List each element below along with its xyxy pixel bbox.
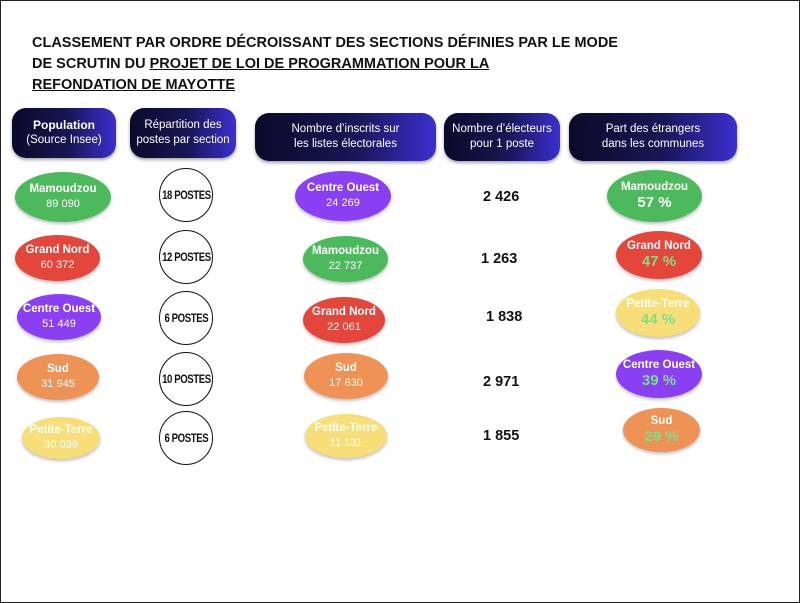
- header-inscrits-line2: les listes électorales: [294, 138, 397, 150]
- inscrits-value: 24 269: [326, 197, 360, 209]
- inscrits-oval-1: Centre Ouest 24 269: [295, 171, 391, 221]
- header-inscrits: Nombre d’inscrits sur les listes élector…: [255, 113, 436, 161]
- inscrits-value: 17 830: [329, 377, 363, 389]
- header-inscrits-line1: Nombre d’inscrits sur: [291, 123, 400, 135]
- population-value: 89 090: [46, 198, 80, 210]
- postes-circle-1: 18 POSTES: [159, 168, 213, 222]
- population-name: Petite-Terre: [29, 424, 93, 436]
- inscrits-oval-2: Mamoudzou 22 737: [303, 236, 388, 282]
- population-name: Mamoudzou: [29, 183, 97, 195]
- header-repartition-line2: postes par section: [136, 134, 230, 146]
- header-repartition-line1: Répartition des: [144, 119, 222, 131]
- postes-label: 6 POSTES: [164, 311, 208, 325]
- inscrits-name: Sud: [335, 362, 357, 374]
- etrangers-name: Petite-Terre: [626, 298, 690, 310]
- population-name: Sud: [47, 363, 69, 375]
- electeurs-value-3: 1 838: [486, 309, 523, 325]
- postes-label: 10 POSTES: [161, 372, 211, 386]
- header-etrangers-line1: Part des étrangers: [605, 123, 701, 135]
- header-etrangers-line2: dans les communes: [601, 138, 705, 150]
- postes-circle-4: 10 POSTES: [159, 352, 213, 406]
- postes-label: 18 POSTES: [161, 188, 211, 202]
- postes-circle-2: 12 POSTES: [159, 230, 213, 284]
- population-name: Centre Ouest: [22, 303, 96, 315]
- population-value: 60 372: [40, 259, 75, 271]
- etrangers-oval-4: Centre Ouest 39 %: [616, 350, 702, 398]
- inscrits-oval-4: Sud 17 830: [304, 353, 388, 399]
- population-oval-4: Sud 31 945: [17, 354, 99, 400]
- header-electeurs-line2: pour 1 poste: [470, 138, 534, 150]
- etrangers-name: Mamoudzou: [620, 181, 689, 193]
- title-line-2-prefix: DE SCRUTIN DU: [32, 56, 150, 72]
- header-population-title: Population: [33, 118, 95, 132]
- inscrits-oval-5: Petite-Terre 11 131: [305, 414, 387, 458]
- postes-label: 6 POSTES: [164, 431, 208, 445]
- title-line-1: CLASSEMENT PAR ORDRE DÉCROISSANT DES SEC…: [32, 35, 618, 51]
- etrangers-percent: 39 %: [641, 372, 677, 389]
- postes-circle-3: 6 POSTES: [159, 291, 213, 345]
- title-underlined-text: PROJET DE LOI DE PROGRAMMATION POUR LA: [149, 56, 490, 72]
- electeurs-value-1: 2 426: [483, 189, 520, 205]
- etrangers-name: Centre Ouest: [622, 359, 696, 371]
- etrangers-name: Sud: [650, 415, 673, 427]
- electeurs-value-5: 1 855: [483, 428, 520, 444]
- etrangers-percent: 29 %: [644, 428, 679, 445]
- population-value: 30 039: [44, 439, 78, 451]
- etrangers-oval-1: Mamoudzou 57 %: [607, 170, 702, 222]
- population-value: 31 945: [41, 378, 75, 390]
- population-oval-2: Grand Nord 60 372: [15, 235, 100, 281]
- population-value: 51 449: [42, 318, 76, 330]
- page-title: CLASSEMENT PAR ORDRE DÉCROISSANT DES SEC…: [32, 33, 672, 96]
- etrangers-oval-2: Grand Nord 47 %: [616, 231, 702, 279]
- population-oval-5: Petite-Terre 30 039: [22, 417, 100, 459]
- inscrits-oval-3: Grand Nord 22 061: [303, 297, 385, 343]
- population-oval-1: Mamoudzou 89 090: [15, 172, 111, 222]
- title-line-3: REFONDATION DE MAYOTTE: [32, 77, 236, 93]
- inscrits-name: Petite-Terre: [314, 422, 378, 434]
- inscrits-name: Grand Nord: [312, 306, 376, 318]
- population-name: Grand Nord: [25, 244, 90, 256]
- electeurs-value-2: 1 263: [481, 251, 518, 267]
- population-oval-3: Centre Ouest 51 449: [17, 294, 101, 340]
- inscrits-name: Centre Ouest: [306, 182, 380, 194]
- etrangers-name: Grand Nord: [627, 240, 691, 252]
- header-repartition: Répartition des postes par section: [130, 108, 236, 158]
- etrangers-oval-3: Petite-Terre 44 %: [616, 289, 700, 337]
- title-line-2: DE SCRUTIN DU PROJET DE LOI DE PROGRAMMA…: [32, 54, 672, 75]
- header-population: Population (Source Insee): [12, 108, 116, 158]
- header-electeurs: Nombre d’électeurs pour 1 poste: [444, 113, 560, 161]
- header-electeurs-line1: Nombre d’électeurs: [452, 123, 552, 135]
- etrangers-percent: 44 %: [640, 311, 676, 328]
- header-etrangers: Part des étrangers dans les communes: [569, 113, 737, 161]
- inscrits-value: 11 131: [329, 437, 363, 449]
- etrangers-percent: 47 %: [641, 253, 677, 270]
- electeurs-value-4: 2 971: [483, 374, 520, 390]
- etrangers-percent: 57 %: [637, 194, 672, 211]
- postes-circle-5: 6 POSTES: [159, 411, 213, 465]
- header-population-sub: (Source Insee): [26, 134, 102, 146]
- inscrits-name: Mamoudzou: [311, 245, 380, 257]
- postes-label: 12 POSTES: [161, 250, 211, 264]
- etrangers-oval-5: Sud 29 %: [623, 408, 700, 452]
- inscrits-value: 22 737: [328, 260, 363, 272]
- inscrits-value: 22 061: [327, 321, 361, 333]
